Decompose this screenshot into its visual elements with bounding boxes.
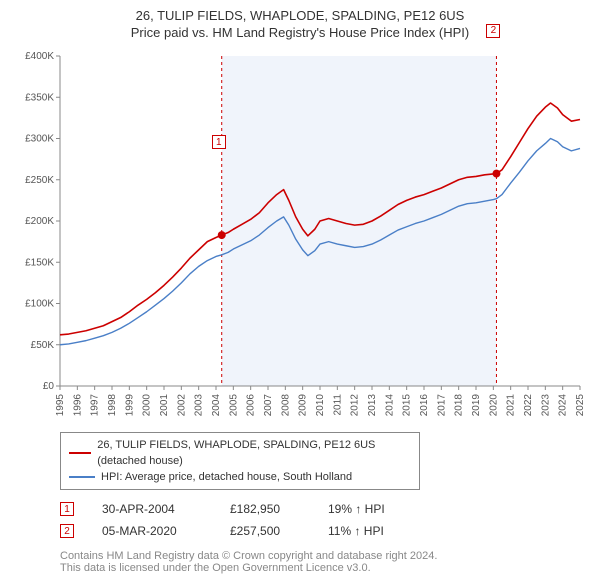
transactions-table: 1 30-APR-2004 £182,950 19% ↑ HPI 2 05-MAR-202… bbox=[60, 498, 588, 542]
main-title: 26, TULIP FIELDS, WHAPLODE, SPALDING, PE… bbox=[12, 8, 588, 23]
svg-text:2001: 2001 bbox=[159, 394, 170, 417]
svg-text:2006: 2006 bbox=[246, 394, 257, 417]
transaction-marker: 2 bbox=[60, 524, 74, 538]
footer-line-1: Contains HM Land Registry data © Crown c… bbox=[60, 550, 588, 562]
svg-text:1995: 1995 bbox=[55, 394, 66, 417]
svg-text:2019: 2019 bbox=[471, 394, 482, 417]
legend-label: 26, TULIP FIELDS, WHAPLODE, SPALDING, PE… bbox=[97, 437, 411, 469]
chart-container: 26, TULIP FIELDS, WHAPLODE, SPALDING, PE… bbox=[0, 0, 600, 560]
svg-text:2008: 2008 bbox=[280, 394, 291, 417]
svg-text:2020: 2020 bbox=[488, 394, 499, 417]
svg-text:2022: 2022 bbox=[523, 394, 534, 417]
svg-text:2024: 2024 bbox=[558, 394, 569, 417]
svg-text:£300K: £300K bbox=[25, 134, 54, 145]
svg-text:2004: 2004 bbox=[211, 394, 222, 417]
svg-text:2011: 2011 bbox=[332, 394, 343, 416]
transaction-pct: 11% ↑ HPI bbox=[328, 524, 408, 538]
svg-text:2005: 2005 bbox=[228, 394, 239, 417]
svg-text:2015: 2015 bbox=[402, 394, 413, 417]
svg-text:2017: 2017 bbox=[436, 394, 447, 417]
svg-text:2009: 2009 bbox=[298, 394, 309, 417]
footer-line-2: This data is licensed under the Open Gov… bbox=[60, 562, 588, 574]
chart-area: £0 £50K £100K £150K £200K £250K £300K £350K £400… bbox=[12, 46, 588, 426]
svg-text:2000: 2000 bbox=[142, 394, 153, 417]
svg-text:2014: 2014 bbox=[384, 394, 395, 417]
svg-text:2016: 2016 bbox=[419, 394, 430, 417]
transaction-date: 30-APR-2004 bbox=[102, 502, 202, 516]
svg-text:2013: 2013 bbox=[367, 394, 378, 417]
title-block: 26, TULIP FIELDS, WHAPLODE, SPALDING, PE… bbox=[12, 8, 588, 40]
svg-text:1996: 1996 bbox=[72, 394, 83, 417]
legend-box: 26, TULIP FIELDS, WHAPLODE, SPALDING, PE… bbox=[60, 432, 420, 490]
transaction-marker: 1 bbox=[60, 502, 74, 516]
svg-text:2023: 2023 bbox=[540, 394, 551, 417]
svg-text:£0: £0 bbox=[43, 381, 55, 392]
subtitle: Price paid vs. HM Land Registry's House … bbox=[12, 25, 588, 40]
transaction-price: £182,950 bbox=[230, 502, 300, 516]
legend-swatch bbox=[69, 452, 91, 454]
transaction-price: £257,500 bbox=[230, 524, 300, 538]
svg-text:£50K: £50K bbox=[31, 340, 55, 351]
transaction-row: 1 30-APR-2004 £182,950 19% ↑ HPI bbox=[60, 498, 588, 520]
svg-text:2021: 2021 bbox=[506, 394, 517, 417]
svg-text:£150K: £150K bbox=[25, 257, 54, 268]
svg-text:2012: 2012 bbox=[350, 394, 361, 417]
svg-text:£400K: £400K bbox=[25, 51, 54, 62]
legend-row: 26, TULIP FIELDS, WHAPLODE, SPALDING, PE… bbox=[69, 437, 411, 469]
chart-marker-label: 2 bbox=[486, 24, 500, 38]
svg-text:2003: 2003 bbox=[194, 394, 205, 417]
svg-text:1997: 1997 bbox=[90, 394, 101, 417]
svg-text:2025: 2025 bbox=[575, 394, 586, 417]
svg-text:£100K: £100K bbox=[25, 299, 54, 310]
svg-text:1998: 1998 bbox=[107, 394, 118, 417]
svg-text:£200K: £200K bbox=[25, 216, 54, 227]
svg-text:2002: 2002 bbox=[176, 394, 187, 417]
svg-text:2018: 2018 bbox=[454, 394, 465, 417]
svg-text:2007: 2007 bbox=[263, 394, 274, 417]
footer: Contains HM Land Registry data © Crown c… bbox=[60, 550, 588, 574]
svg-text:£250K: £250K bbox=[25, 175, 54, 186]
svg-text:2010: 2010 bbox=[315, 394, 326, 417]
legend-label: HPI: Average price, detached house, Sout… bbox=[101, 469, 352, 485]
legend-swatch bbox=[69, 476, 95, 478]
transaction-pct: 19% ↑ HPI bbox=[328, 502, 408, 516]
svg-text:1999: 1999 bbox=[124, 394, 135, 417]
svg-text:£350K: £350K bbox=[25, 92, 54, 103]
transaction-date: 05-MAR-2020 bbox=[102, 524, 202, 538]
transaction-row: 2 05-MAR-2020 £257,500 11% ↑ HPI bbox=[60, 520, 588, 542]
chart-marker-label: 1 bbox=[212, 135, 226, 149]
chart-svg: £0 £50K £100K £150K £200K £250K £300K £350K £400… bbox=[12, 46, 588, 426]
legend-row: HPI: Average price, detached house, Sout… bbox=[69, 469, 411, 485]
